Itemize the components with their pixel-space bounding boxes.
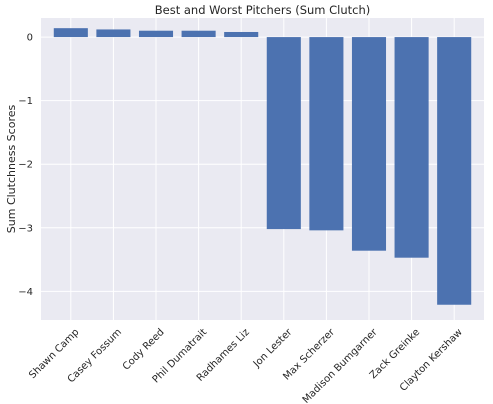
- bar: [266, 37, 301, 230]
- bars: [53, 28, 472, 305]
- y-tick-label: −3: [18, 223, 33, 234]
- bar: [437, 37, 472, 305]
- chart-title: Best and Worst Pitchers (Sum Clutch): [155, 3, 371, 17]
- y-axis-label: Sum Clutchness Scores: [5, 105, 18, 234]
- bar: [181, 30, 216, 38]
- y-tick-label: −2: [18, 160, 33, 171]
- y-axis-ticks: 0 −1 −2 −3 −4: [18, 33, 33, 298]
- bar: [224, 31, 259, 38]
- y-tick-label: −4: [18, 287, 33, 298]
- y-tick-label: −1: [18, 96, 33, 107]
- bar: [96, 29, 131, 38]
- bar: [351, 37, 387, 251]
- bar: [53, 28, 88, 38]
- y-tick-label: 0: [27, 33, 33, 44]
- bar: [394, 37, 429, 258]
- x-tick-label: Jon Lester: [251, 326, 295, 370]
- x-tick-label: Cody Reed: [121, 327, 167, 373]
- bar: [309, 37, 344, 231]
- bar: [138, 30, 174, 38]
- x-tick-label: Madison Bumgarner: [301, 326, 381, 404]
